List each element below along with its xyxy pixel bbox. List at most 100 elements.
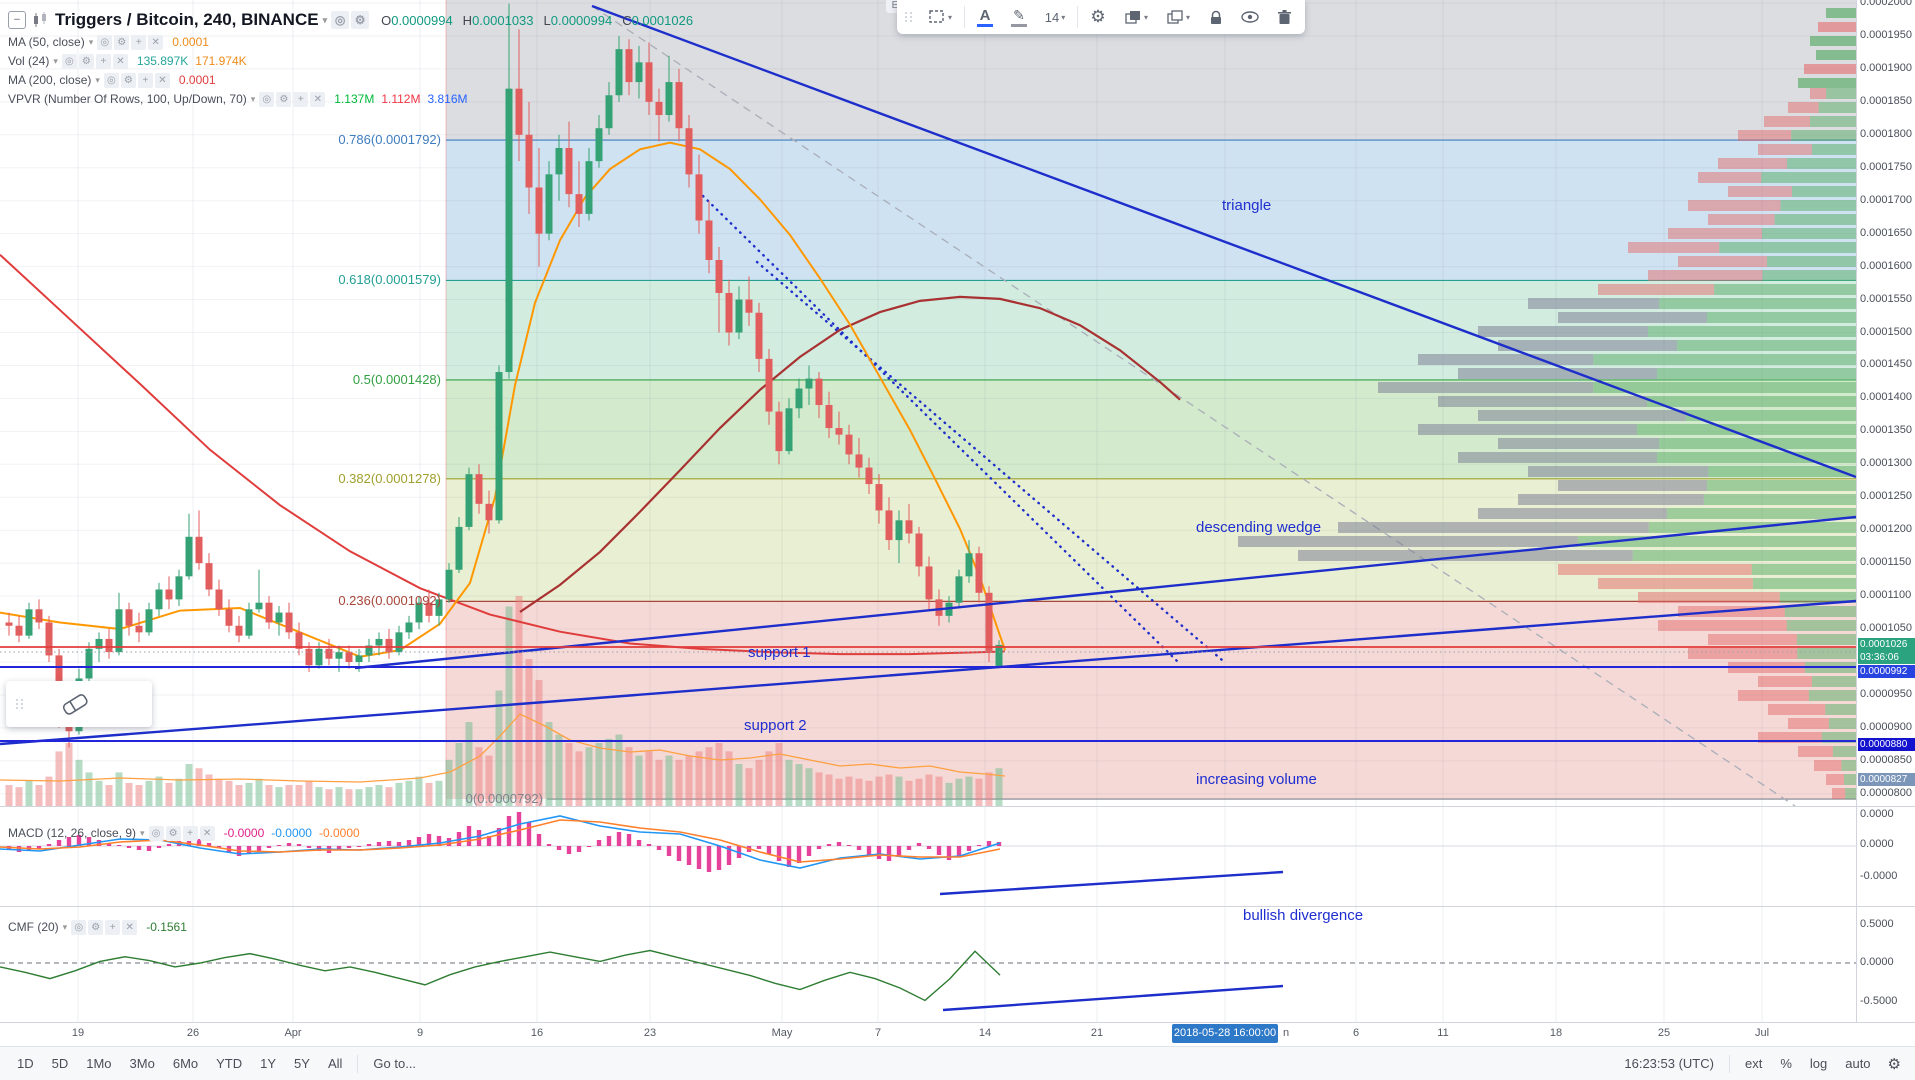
pane-separator[interactable] (0, 806, 1915, 807)
close-icon[interactable]: ✕ (310, 91, 326, 107)
eraser-icon[interactable] (58, 691, 92, 717)
chevron-down-icon[interactable]: ▾ (88, 36, 94, 47)
price-axis-label: 0.0001600 (1860, 259, 1912, 272)
text-color-button[interactable]: A (968, 2, 1002, 32)
hide-icon[interactable]: ◎ (71, 919, 87, 935)
chevron-down-icon[interactable]: ▾ (62, 921, 68, 932)
price-axis-label: 0.0002000 (1860, 0, 1912, 8)
hide-icon[interactable]: ◎ (103, 72, 119, 88)
axis-mode-log[interactable]: log (1809, 1056, 1828, 1071)
axis-mode-auto[interactable]: auto (1845, 1056, 1871, 1071)
range-button-all[interactable]: All (327, 1056, 343, 1071)
chart-annotation[interactable]: support 1 (748, 644, 811, 661)
hide-symbol-icon[interactable]: ◎ (331, 11, 350, 29)
indicator-label: VPVR (Number Of Rows, 100, Up/Down, 70) (8, 92, 247, 106)
add-icon[interactable]: + (95, 53, 111, 69)
pane-separator[interactable] (0, 906, 1915, 907)
eraser-tool-panel[interactable] (6, 681, 152, 727)
drawing-toolbar[interactable]: ▾ A ✎ 14 ▾ ⚙ ▾ ▾ (897, 0, 1305, 34)
volume-layer (0, 596, 1006, 806)
close-icon[interactable]: ✕ (148, 34, 164, 50)
settings-gear-icon[interactable]: ⚙ (1090, 7, 1106, 26)
divider (357, 1054, 359, 1073)
close-icon[interactable]: ✕ (112, 53, 128, 69)
price-axis[interactable]: 0.0002000 0.0001950 0.0001900 0.0001850 0.00… (1856, 0, 1915, 1022)
fib-level-label: 0.382(0.0001278) (338, 470, 441, 486)
symbol-settings-icon[interactable]: ⚙ (351, 11, 370, 29)
time-axis-label: 23 (643, 1027, 657, 1039)
price-chart-canvas[interactable] (0, 0, 1856, 1022)
settings-gear-icon[interactable]: ⚙ (114, 34, 130, 50)
drag-handle-icon[interactable] (16, 699, 26, 709)
time-axis-label: 19 (71, 1027, 85, 1039)
range-button-ytd[interactable]: YTD (216, 1056, 243, 1071)
settings-gear-icon[interactable]: ⚙ (165, 825, 181, 841)
chart-annotation[interactable]: support 2 (744, 717, 807, 734)
add-icon[interactable]: + (293, 91, 309, 107)
chevron-down-icon[interactable]: ▾ (53, 55, 58, 66)
settings-gear-icon[interactable]: ⚙ (78, 53, 94, 69)
range-button-5d[interactable]: 5D (51, 1056, 69, 1071)
goto-button[interactable]: Go to... (373, 1056, 417, 1071)
settings-gear-icon[interactable]: ⚙ (276, 91, 292, 107)
ohlc-item: C0.0001026 (622, 12, 694, 28)
price-axis-label: 0.0000900 (1860, 720, 1912, 733)
hide-icon[interactable]: ◎ (97, 34, 113, 50)
close-icon[interactable]: ✕ (154, 72, 170, 88)
axis-mode-ext[interactable]: ext (1744, 1056, 1763, 1071)
range-button-1mo[interactable]: 1Mo (86, 1056, 112, 1071)
drag-handle-icon[interactable] (905, 12, 915, 22)
hide-icon[interactable]: ◎ (259, 91, 275, 107)
time-axis-label: 11 (1437, 1027, 1449, 1039)
close-icon[interactable]: ✕ (199, 825, 215, 841)
range-button-6mo[interactable]: 6Mo (172, 1056, 199, 1071)
chevron-down-icon: ▾ (1185, 12, 1190, 22)
add-icon[interactable]: + (105, 919, 121, 935)
collapse-icon[interactable]: − (8, 11, 26, 29)
price-tag: 0.0000880 (1858, 738, 1915, 751)
add-icon[interactable]: + (131, 34, 147, 50)
settings-gear-icon[interactable]: ⚙ (1887, 1055, 1901, 1073)
template-select-icon[interactable]: ▾ (919, 2, 961, 32)
settings-gear-icon[interactable]: ⚙ (88, 919, 104, 935)
font-size-dropdown[interactable]: 14 ▾ (1044, 9, 1066, 25)
close-icon[interactable]: ✕ (122, 919, 138, 935)
price-axis-label: 0.0001150 (1860, 556, 1912, 569)
range-button-1d[interactable]: 1D (17, 1056, 34, 1071)
candlestick-style-icon[interactable] (33, 12, 48, 28)
symbol-title[interactable]: Triggers / Bitcoin, 240, BINANCE (55, 10, 319, 29)
chart-annotation[interactable]: triangle (1222, 197, 1272, 214)
range-button-5y[interactable]: 5Y (294, 1056, 310, 1071)
chevron-down-icon[interactable]: ▾ (322, 14, 328, 25)
clock-utc[interactable]: 16:23:53 (UTC) (1624, 1056, 1714, 1071)
lock-icon[interactable] (1199, 2, 1233, 32)
settings-gear-icon[interactable]: ⚙ (120, 72, 136, 88)
chevron-down-icon[interactable]: ▾ (250, 93, 256, 104)
chevron-down-icon[interactable]: ▾ (140, 827, 145, 838)
add-icon[interactable]: + (182, 825, 198, 841)
range-button-1y[interactable]: 1Y (260, 1056, 277, 1071)
chart-annotation[interactable]: increasing volume (1196, 771, 1317, 788)
add-icon[interactable]: + (137, 72, 153, 88)
chevron-down-icon[interactable]: ▾ (95, 74, 100, 85)
time-axis-label: 9 (416, 1027, 424, 1039)
price-axis-label: 0.0001700 (1860, 193, 1912, 206)
brush-color-button[interactable]: ✎ (1002, 2, 1036, 32)
hide-icon[interactable]: ◎ (61, 53, 77, 69)
visibility-eye-icon[interactable] (1233, 2, 1267, 32)
chart-annotation[interactable]: descending wedge (1196, 519, 1322, 536)
time-axis[interactable]: 2018-05-28 16:00:00 19 26 Apr 9 16 23 May 7 14 21… (0, 1022, 1915, 1047)
price-axis-label: 0.0000800 (1860, 786, 1912, 799)
delete-trash-icon[interactable] (1267, 2, 1301, 32)
indicator-label: CMF (20) (8, 920, 59, 934)
axis-mode-%[interactable]: % (1780, 1056, 1792, 1071)
price-axis-label: 0.0001800 (1860, 127, 1912, 140)
chart-annotation[interactable]: bullish divergence (1243, 907, 1364, 924)
time-axis-label: 18 (1549, 1027, 1563, 1039)
bottom-right-group: 16:23:53 (UTC) ext% log auto ⚙ (1615, 1054, 1915, 1073)
range-button-3mo[interactable]: 3Mo (129, 1056, 155, 1071)
hide-icon[interactable]: ◎ (148, 825, 164, 841)
clone-icon[interactable]: ▾ (1157, 2, 1199, 32)
layers-order-icon[interactable]: ▾ (1115, 2, 1157, 32)
macd-layer (0, 812, 1856, 896)
